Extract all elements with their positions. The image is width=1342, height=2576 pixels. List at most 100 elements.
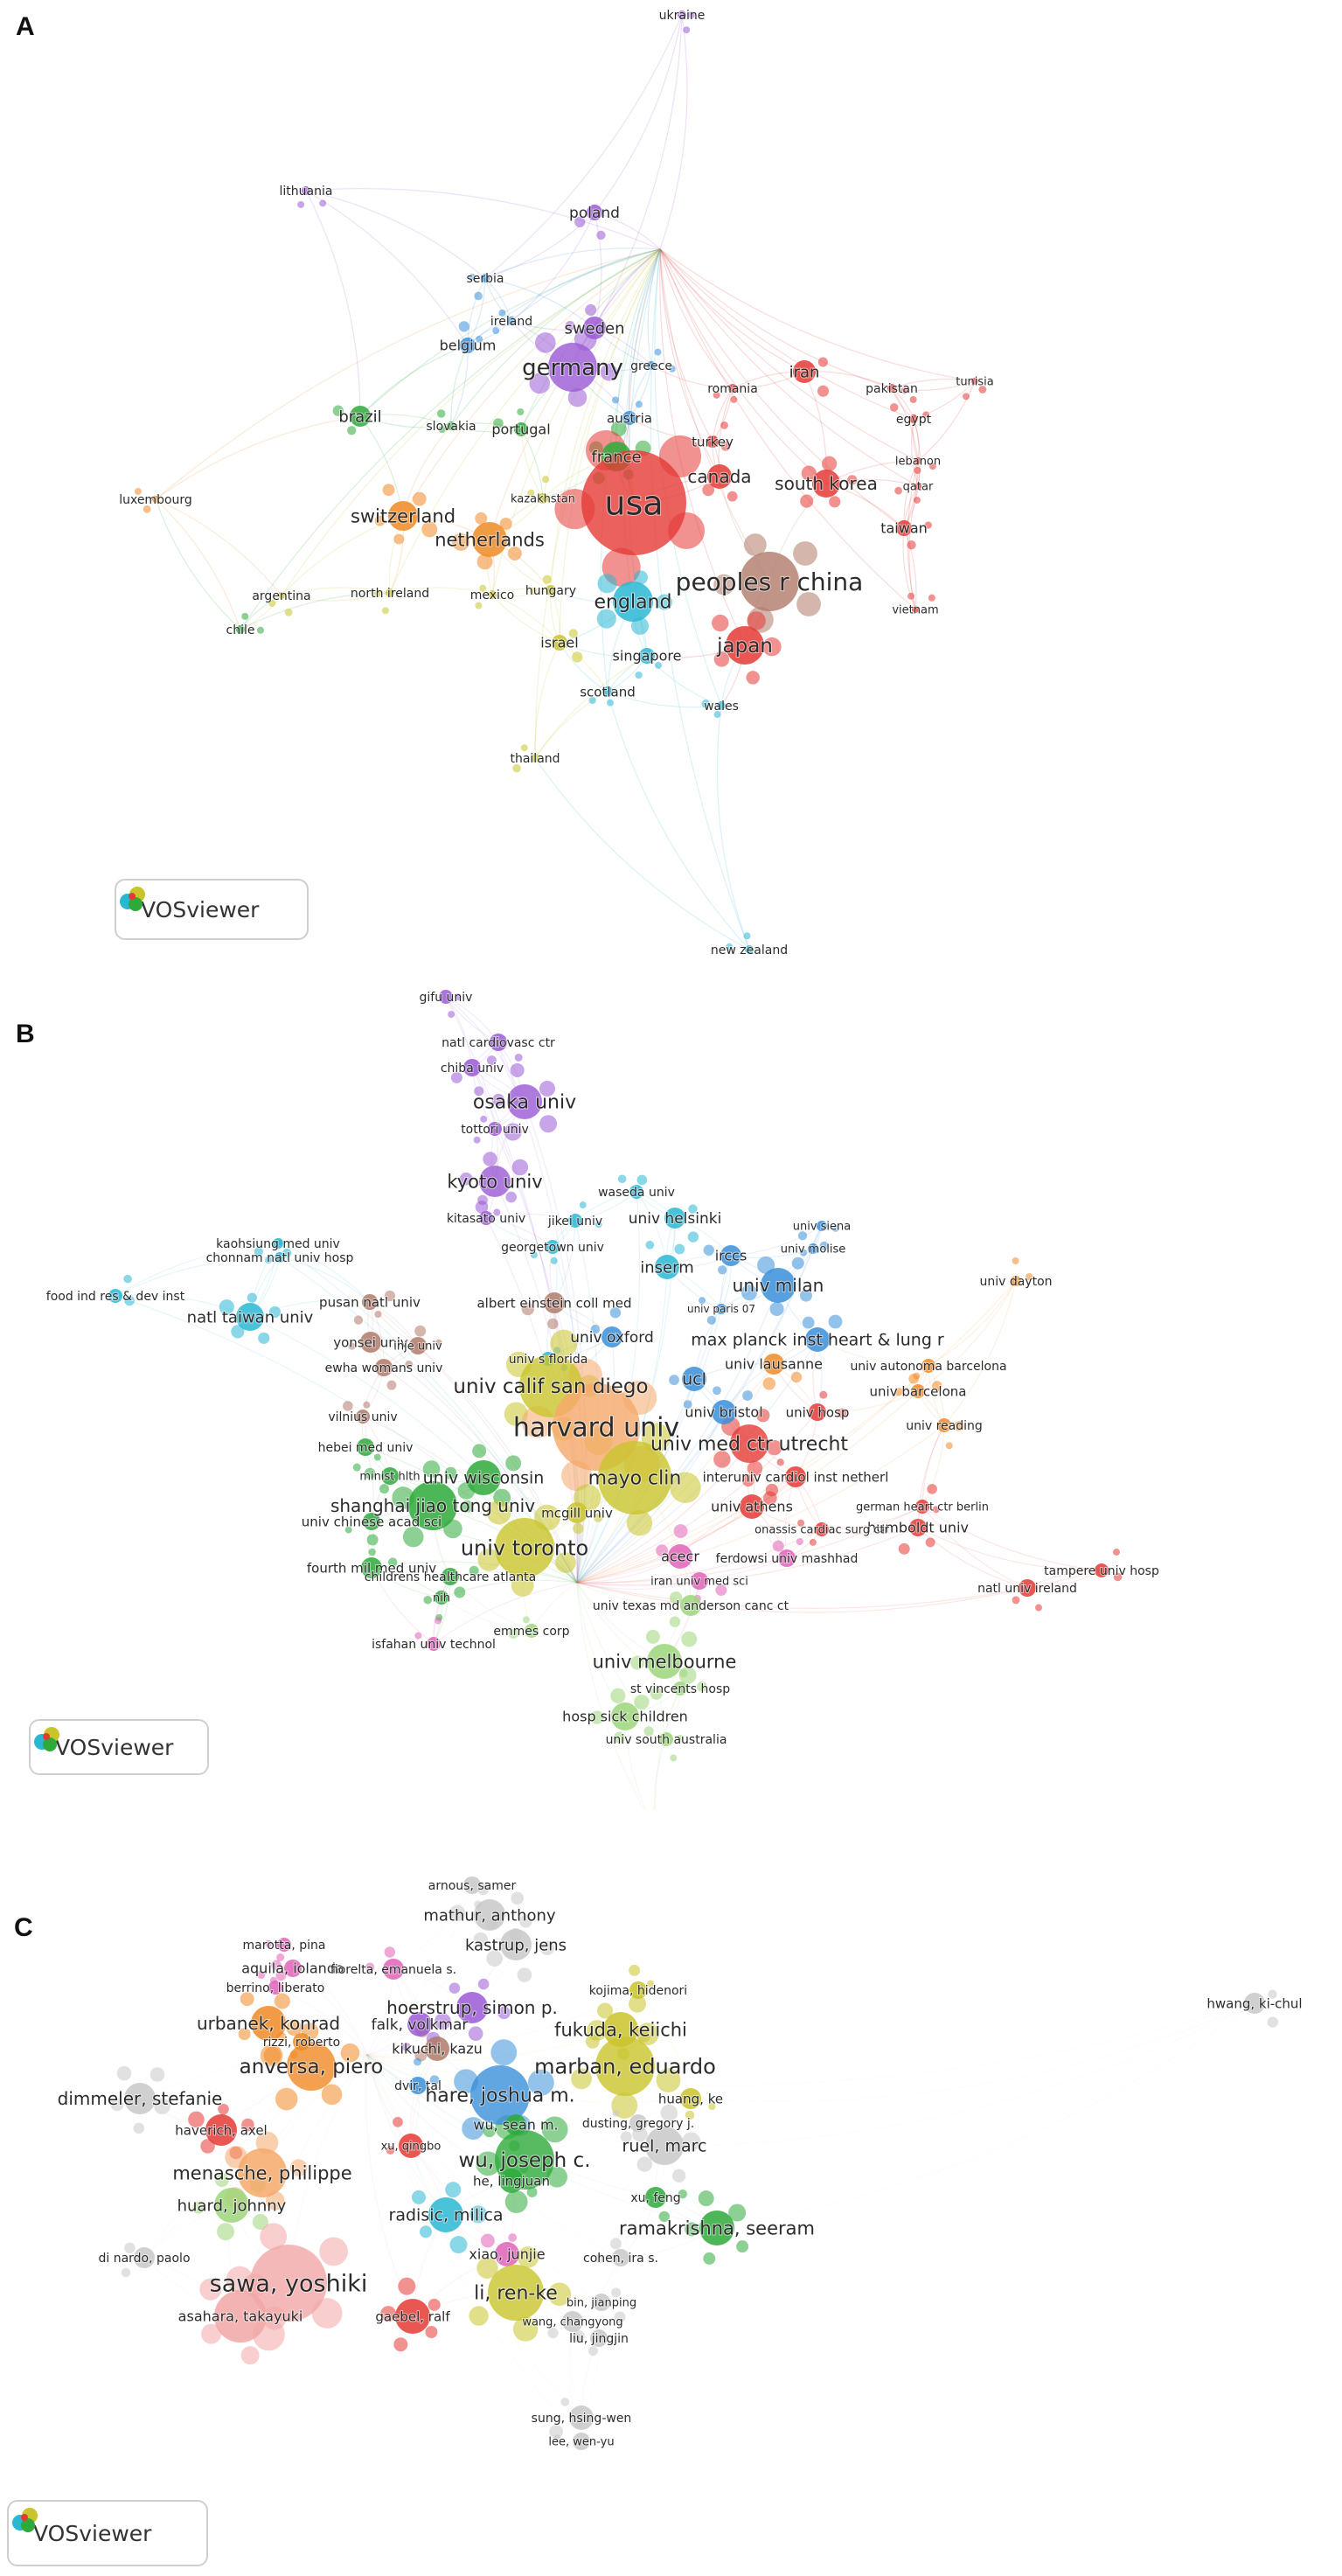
network-node[interactable] xyxy=(463,1876,481,1894)
network-node[interactable] xyxy=(278,592,285,599)
network-node[interactable] xyxy=(495,2242,519,2266)
network-node[interactable] xyxy=(214,2188,249,2223)
network-node[interactable] xyxy=(726,626,764,665)
network-node[interactable] xyxy=(912,606,919,613)
network-node[interactable] xyxy=(629,1981,647,1999)
network-node[interactable] xyxy=(399,2134,423,2158)
network-node[interactable] xyxy=(680,2088,701,2109)
network-node[interactable] xyxy=(236,1303,264,1331)
network-node[interactable] xyxy=(728,384,737,393)
network-node[interactable] xyxy=(583,317,606,339)
network-node[interactable] xyxy=(479,1166,511,1197)
network-node[interactable] xyxy=(275,1252,285,1263)
network-node[interactable] xyxy=(567,1502,588,1523)
network-node[interactable] xyxy=(896,520,912,536)
network-node[interactable] xyxy=(500,1929,532,1960)
network-node[interactable] xyxy=(277,1938,291,1952)
network-node[interactable] xyxy=(655,1255,679,1279)
network-node[interactable] xyxy=(407,2012,432,2036)
network-node[interactable] xyxy=(622,411,636,425)
network-node[interactable] xyxy=(360,1332,381,1353)
network-node[interactable] xyxy=(717,701,726,710)
network-node[interactable] xyxy=(914,457,921,464)
network-node[interactable] xyxy=(1019,1579,1036,1597)
network-node[interactable] xyxy=(593,2294,610,2311)
network-node[interactable] xyxy=(250,2245,327,2322)
network-node[interactable] xyxy=(911,1384,925,1398)
network-node[interactable] xyxy=(134,2247,155,2268)
network-node[interactable] xyxy=(470,2065,530,2125)
network-node[interactable] xyxy=(664,1208,685,1229)
network-node[interactable] xyxy=(124,2083,156,2114)
network-node[interactable] xyxy=(706,435,719,448)
network-node[interactable] xyxy=(356,1410,370,1424)
network-node[interactable] xyxy=(817,1221,827,1231)
network-node[interactable] xyxy=(499,2169,524,2193)
network-node[interactable] xyxy=(645,2127,684,2165)
network-node[interactable] xyxy=(745,945,754,954)
network-node[interactable] xyxy=(712,1400,736,1424)
network-node[interactable] xyxy=(375,1359,393,1376)
network-node[interactable] xyxy=(915,1500,929,1514)
network-node[interactable] xyxy=(699,2210,734,2245)
network-node[interactable] xyxy=(236,625,245,634)
network-node[interactable] xyxy=(284,1960,302,1977)
network-node[interactable] xyxy=(409,1337,427,1354)
network-node[interactable] xyxy=(495,1518,554,1577)
network-node[interactable] xyxy=(720,1245,741,1266)
network-node[interactable] xyxy=(357,1438,374,1456)
network-node[interactable] xyxy=(678,10,686,19)
network-node[interactable] xyxy=(716,1304,727,1314)
network-node[interactable] xyxy=(602,686,613,697)
network-node[interactable] xyxy=(552,635,567,651)
network-node[interactable] xyxy=(456,1992,488,2023)
network-node[interactable] xyxy=(730,1424,768,1463)
network-node[interactable] xyxy=(613,581,653,622)
network-node[interactable] xyxy=(673,1681,687,1695)
network-node[interactable] xyxy=(273,1238,283,1249)
network-node[interactable] xyxy=(531,754,539,762)
network-node[interactable] xyxy=(763,1354,784,1375)
network-node[interactable] xyxy=(707,464,732,489)
network-node[interactable] xyxy=(152,496,159,503)
network-node[interactable] xyxy=(442,1568,459,1585)
network-node[interactable] xyxy=(587,205,602,220)
network-node[interactable] xyxy=(629,2114,647,2132)
network-node[interactable] xyxy=(808,1243,818,1254)
network-node[interactable] xyxy=(214,2290,267,2343)
network-node[interactable] xyxy=(1244,1993,1265,2014)
network-node[interactable] xyxy=(525,1624,539,1638)
network-node[interactable] xyxy=(548,343,597,392)
network-node[interactable] xyxy=(598,1441,671,1514)
network-node[interactable] xyxy=(302,186,310,195)
network-node[interactable] xyxy=(546,1240,560,1254)
network-node[interactable] xyxy=(472,522,507,557)
network-node[interactable] xyxy=(921,1359,935,1373)
network-node[interactable] xyxy=(647,1644,682,1679)
network-node[interactable] xyxy=(474,1899,505,1931)
network-node[interactable] xyxy=(460,338,476,353)
network-node[interactable] xyxy=(909,414,918,423)
network-node[interactable] xyxy=(568,1214,582,1228)
network-node[interactable] xyxy=(108,1289,122,1303)
network-node[interactable] xyxy=(447,421,455,430)
network-node[interactable] xyxy=(639,648,655,664)
network-node[interactable] xyxy=(425,2036,449,2061)
network-node[interactable] xyxy=(435,1591,448,1605)
network-node[interactable] xyxy=(205,2114,237,2146)
network-node[interactable] xyxy=(805,1327,830,1352)
network-node[interactable] xyxy=(793,360,816,383)
network-node[interactable] xyxy=(544,1292,565,1313)
network-node[interactable] xyxy=(388,501,418,531)
network-node[interactable] xyxy=(361,1557,382,1578)
network-node[interactable] xyxy=(479,1211,493,1225)
network-node[interactable] xyxy=(740,552,799,611)
network-node[interactable] xyxy=(971,378,978,385)
network-node[interactable] xyxy=(659,1732,673,1746)
network-node[interactable] xyxy=(395,2299,430,2334)
network-node[interactable] xyxy=(488,2265,544,2321)
network-node[interactable] xyxy=(629,1185,643,1199)
network-node[interactable] xyxy=(546,585,556,595)
network-node[interactable] xyxy=(887,384,896,393)
network-node[interactable] xyxy=(785,1466,806,1487)
